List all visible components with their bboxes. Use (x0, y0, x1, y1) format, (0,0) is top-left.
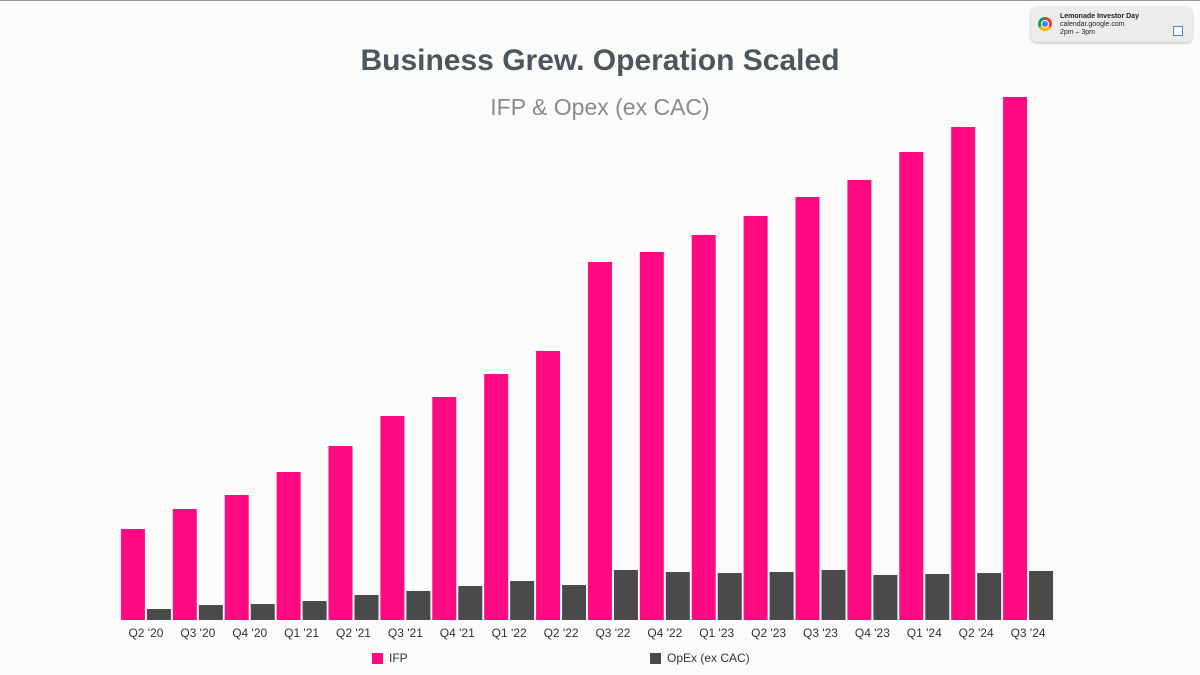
notification[interactable]: Lemonade Investor Day calendar.google.co… (1031, 7, 1192, 42)
bar (432, 397, 457, 620)
notification-title: Lemonade Investor Day (1060, 13, 1139, 20)
bar (821, 570, 846, 620)
bar (873, 575, 898, 620)
chart-subtitle: IFP & Opex (ex CAC) (490, 94, 709, 120)
x-tick-label: Q4 '21 (440, 626, 475, 640)
chrome-icon (1038, 17, 1052, 31)
bar (977, 573, 1002, 620)
bar (250, 604, 275, 620)
bar (1029, 571, 1054, 620)
bar (562, 585, 587, 620)
bar (146, 609, 171, 620)
bar (717, 573, 742, 620)
x-tick-label: Q2 '20 (128, 626, 163, 640)
x-tick-label: Q2 '24 (959, 626, 994, 640)
bar (951, 127, 976, 620)
bar (276, 472, 301, 620)
bar (406, 591, 431, 620)
x-tick-label: Q2 '21 (336, 626, 371, 640)
x-tick-label: Q2 '23 (751, 626, 786, 640)
x-tick-label: Q1 '21 (284, 626, 319, 640)
bar (302, 601, 327, 620)
bar (691, 235, 716, 620)
x-tick-label: Q3 '22 (595, 626, 630, 640)
bar (899, 152, 924, 620)
legend-label: OpEx (ex CAC) (667, 651, 750, 665)
bar (613, 570, 638, 620)
notification-source: calendar.google.com (1060, 21, 1125, 28)
bar (198, 605, 223, 620)
bar (1003, 97, 1028, 620)
bar (743, 216, 768, 620)
x-tick-label: Q4 '23 (855, 626, 890, 640)
x-tick-label: Q1 '22 (492, 626, 527, 640)
bar (769, 572, 794, 620)
x-tick-label: Q3 '20 (180, 626, 215, 640)
bar (172, 509, 197, 620)
x-tick-label: Q3 '24 (1011, 626, 1046, 640)
bar (795, 197, 820, 620)
x-tick-label: Q1 '23 (699, 626, 734, 640)
bar (847, 180, 872, 620)
bar (536, 351, 561, 620)
bar (484, 374, 509, 620)
bar (354, 595, 379, 620)
notification-time: 2pm – 3pm (1060, 29, 1096, 36)
bar (639, 252, 664, 620)
bar (587, 262, 612, 620)
x-tick-label: Q1 '24 (907, 626, 942, 640)
bar (925, 574, 950, 620)
bar (665, 572, 690, 620)
bar (380, 416, 405, 620)
x-tick-label: Q4 '20 (232, 626, 267, 640)
legend-swatch (650, 653, 661, 664)
bar (224, 495, 249, 620)
x-tick-label: Q2 '22 (544, 626, 579, 640)
legend-label: IFP (389, 651, 408, 665)
x-tick-label: Q4 '22 (647, 626, 682, 640)
bar (510, 581, 535, 620)
calendar-icon (1173, 26, 1183, 36)
bar (120, 529, 145, 620)
legend-swatch (372, 653, 383, 664)
bar (458, 586, 483, 620)
x-tick-label: Q3 '23 (803, 626, 838, 640)
chart-title: Business Grew. Operation Scaled (360, 44, 839, 77)
bar (328, 446, 353, 620)
x-tick-label: Q3 '21 (388, 626, 423, 640)
